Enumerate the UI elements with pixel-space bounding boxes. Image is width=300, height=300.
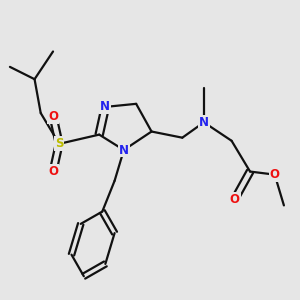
Text: N: N bbox=[100, 100, 110, 113]
Text: O: O bbox=[48, 165, 58, 178]
Text: O: O bbox=[230, 193, 240, 206]
Text: O: O bbox=[48, 110, 58, 123]
Text: O: O bbox=[270, 168, 280, 181]
Text: S: S bbox=[55, 137, 63, 150]
Text: N: N bbox=[119, 143, 129, 157]
Text: N: N bbox=[199, 116, 209, 129]
